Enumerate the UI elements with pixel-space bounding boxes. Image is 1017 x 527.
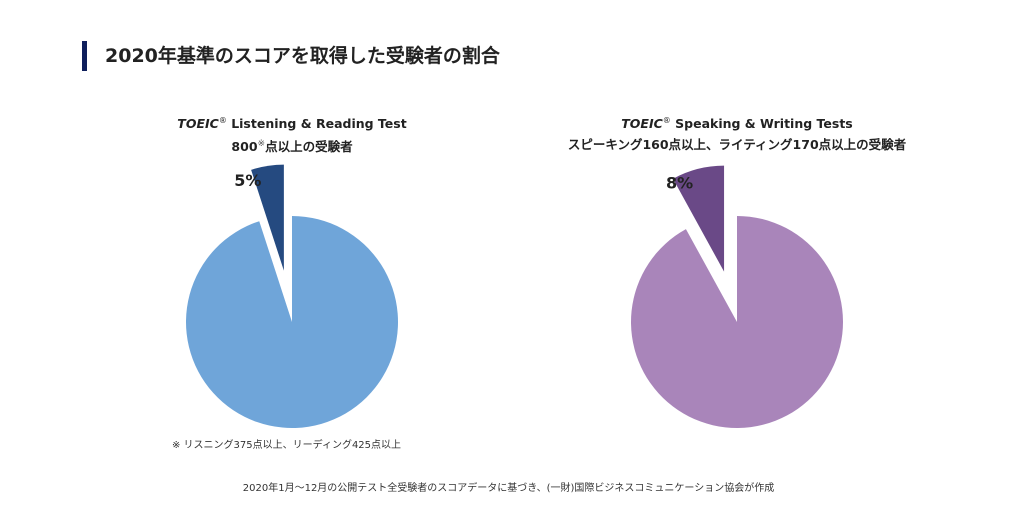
lr-pie-chart: 5%: [186, 164, 399, 428]
lr-slice-1: [186, 216, 399, 428]
footnote: ※ リスニング375点以上、リーディング425点以上: [172, 440, 402, 451]
sw-pie-chart: 8%: [631, 165, 843, 428]
sw-title-line2: スピーキング160点以上、ライティング170点以上の受験者: [567, 137, 907, 153]
lr-note-mark: ※: [257, 139, 266, 150]
source-note: 2020年1月〜12月の公開テスト全受験者のスコアデータに基づき、(一財)国際ビ…: [242, 483, 775, 494]
sw-slice-label-0: 8%: [666, 174, 693, 193]
lr-title-line1: Listening & Reading Test: [231, 116, 407, 132]
page-title: 2020年基準のスコアを取得した受験者の割合: [82, 41, 500, 71]
lr-title-score: 800: [231, 139, 258, 155]
lr-brand: TOEIC: [177, 116, 219, 132]
lr-chart-title: TOEIC® Listening & Reading Test 800※点以上の…: [82, 110, 502, 157]
lr-reg-mark: ®: [218, 116, 227, 125]
sw-chart-panel: TOEIC® Speaking & Writing Tests スピーキング16…: [527, 110, 947, 428]
lr-title-rest: 点以上の受験者: [265, 139, 353, 155]
sw-chart-title: TOEIC® Speaking & Writing Tests スピーキング16…: [527, 110, 947, 155]
lr-chart-panel: TOEIC® Listening & Reading Test 800※点以上の…: [82, 110, 502, 428]
sw-slice-1: [631, 216, 843, 428]
sw-reg-mark: ®: [662, 116, 671, 125]
sw-brand: TOEIC: [621, 116, 663, 132]
sw-slice-0: [673, 165, 725, 272]
sw-title-line1: Speaking & Writing Tests: [675, 116, 853, 132]
lr-slice-label-0: 5%: [234, 171, 261, 190]
lr-slice-0: [251, 164, 284, 271]
